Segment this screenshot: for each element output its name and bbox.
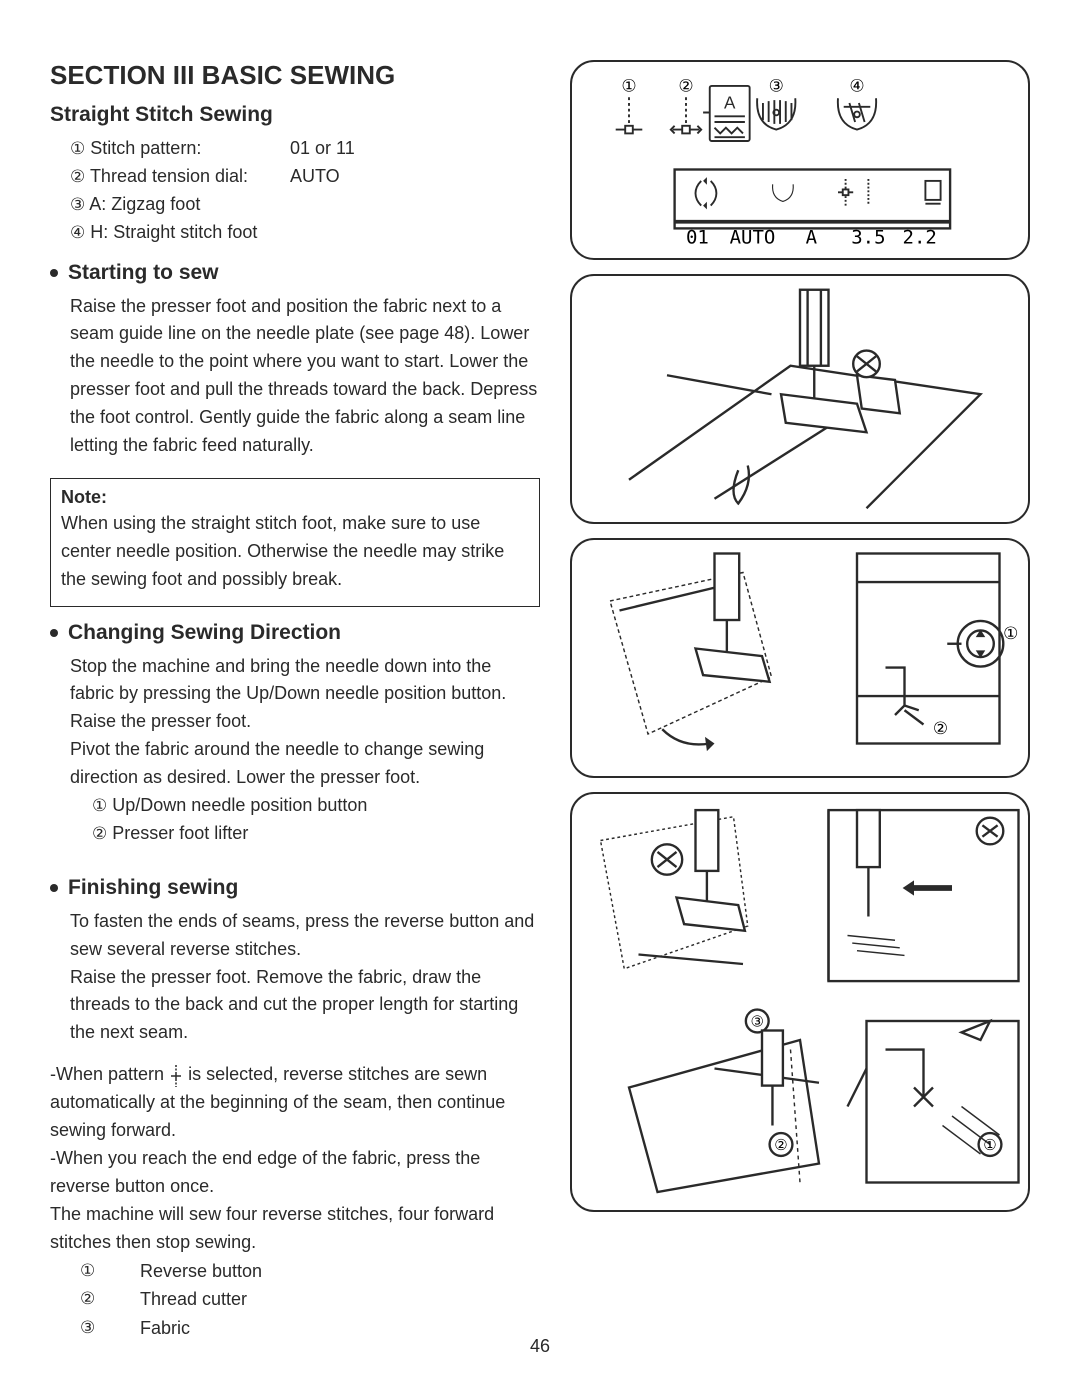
diagram-finishing-panel: ③ ② ① — [570, 792, 1030, 1212]
circled-1: ① — [80, 1257, 110, 1286]
bullet-icon — [50, 629, 58, 637]
display-val-2: AUTO — [730, 227, 776, 249]
bullet-heading: Finishing sewing — [50, 876, 540, 900]
changing-body-1: Stop the machine and bring the needle do… — [70, 653, 540, 737]
callout-3: ③ — [750, 1014, 764, 1031]
page-number: 46 — [0, 1336, 1080, 1357]
changing-list: ① Up/Down needle position button ② Press… — [92, 792, 540, 848]
finishing-body-3: -When pattern is selected, reverse stitc… — [50, 1061, 540, 1145]
foot-label: A — [724, 94, 736, 113]
section-title: SECTION III BASIC SEWING — [50, 60, 540, 91]
changing-body-2: Pivot the fabric around the needle to ch… — [70, 736, 540, 792]
label-1: ① — [621, 77, 636, 96]
list-item: ① Reverse button — [80, 1257, 540, 1286]
setting-row: ③ A: Zigzag foot — [70, 191, 540, 219]
circled-3: ③ — [70, 192, 85, 218]
bullet-icon — [50, 884, 58, 892]
label-2: ② — [678, 77, 693, 96]
bullet-heading: Starting to sew — [50, 261, 540, 285]
bullet-heading: Changing Sewing Direction — [50, 621, 540, 645]
diagram-settings-panel: ① ② ③ ④ — [570, 60, 1030, 260]
callout-1: ① — [1003, 624, 1018, 643]
finishing-list: ① Reverse button ② Thread cutter ③ Fabri… — [80, 1257, 540, 1343]
note-body: When using the straight stitch foot, mak… — [61, 510, 529, 594]
page-layout: SECTION III BASIC SEWING Straight Stitch… — [50, 60, 1030, 1343]
changing-heading: Changing Sewing Direction — [68, 621, 341, 645]
label-3: ③ — [769, 77, 784, 96]
circled-4: ④ — [70, 220, 85, 246]
callout-2: ② — [933, 719, 948, 738]
bullet-icon — [50, 269, 58, 277]
finishing-body-2: Raise the presser foot. Remove the fabri… — [70, 964, 540, 1048]
finishing-body-4: -When you reach the end edge of the fabr… — [50, 1145, 540, 1201]
label-4: ④ — [849, 77, 864, 96]
setting-row: ① Stitch pattern: 01 or 11 — [70, 135, 540, 163]
callout-1: ① — [983, 1137, 997, 1154]
note-label: Note: — [61, 487, 529, 508]
setting-value: AUTO — [290, 163, 340, 191]
straight-stitch-title: Straight Stitch Sewing — [50, 103, 540, 127]
setting-text: A: Zigzag foot — [89, 194, 200, 214]
diagram-changing-panel: ① ② — [570, 538, 1030, 778]
list-text: Reverse button — [140, 1257, 262, 1286]
display-val-3: A — [806, 227, 818, 249]
display-val-4: 3.5 — [851, 227, 885, 249]
finishing-heading: Finishing sewing — [68, 876, 238, 900]
starting-body: Raise the presser foot and position the … — [70, 293, 540, 460]
note-box: Note: When using the straight stitch foo… — [50, 478, 540, 607]
list-item: ② Presser foot lifter — [92, 820, 540, 848]
setting-value: 01 or 11 — [290, 135, 355, 163]
circled-2: ② — [80, 1285, 110, 1314]
finishing-body-5: The machine will sew four reverse stitch… — [50, 1201, 540, 1257]
callout-2: ② — [774, 1137, 788, 1154]
stitch-pattern-icon — [169, 1065, 183, 1087]
circled-2: ② — [92, 821, 107, 847]
left-column: SECTION III BASIC SEWING Straight Stitch… — [50, 60, 540, 1343]
setting-row: ④ H: Straight stitch foot — [70, 219, 540, 247]
list-item: ② Thread cutter — [80, 1285, 540, 1314]
list-text: Thread cutter — [140, 1285, 247, 1314]
starting-heading: Starting to sew — [68, 261, 219, 285]
circled-2: ② — [70, 164, 85, 190]
setting-text: Stitch pattern: — [90, 138, 201, 158]
right-column: ① ② ③ ④ — [570, 60, 1030, 1343]
finishing-body-1: To fasten the ends of seams, press the r… — [70, 908, 540, 964]
setting-text: H: Straight stitch foot — [90, 222, 257, 242]
list-text: Presser foot lifter — [112, 823, 248, 843]
setting-label: ① Stitch pattern: — [70, 135, 290, 163]
list-text: Up/Down needle position button — [112, 795, 367, 815]
list-item: ① Up/Down needle position button — [92, 792, 540, 820]
setting-text: Thread tension dial: — [90, 166, 248, 186]
display-val-5: 2.2 — [903, 227, 937, 249]
setting-row: ② Thread tension dial: AUTO — [70, 163, 540, 191]
circled-1: ① — [70, 136, 85, 162]
diagram-starting-panel — [570, 274, 1030, 524]
finishing-3a: -When pattern — [50, 1064, 169, 1084]
setting-label: ② Thread tension dial: — [70, 163, 290, 191]
circled-1: ① — [92, 793, 107, 819]
display-val-1: 01 — [686, 227, 709, 249]
